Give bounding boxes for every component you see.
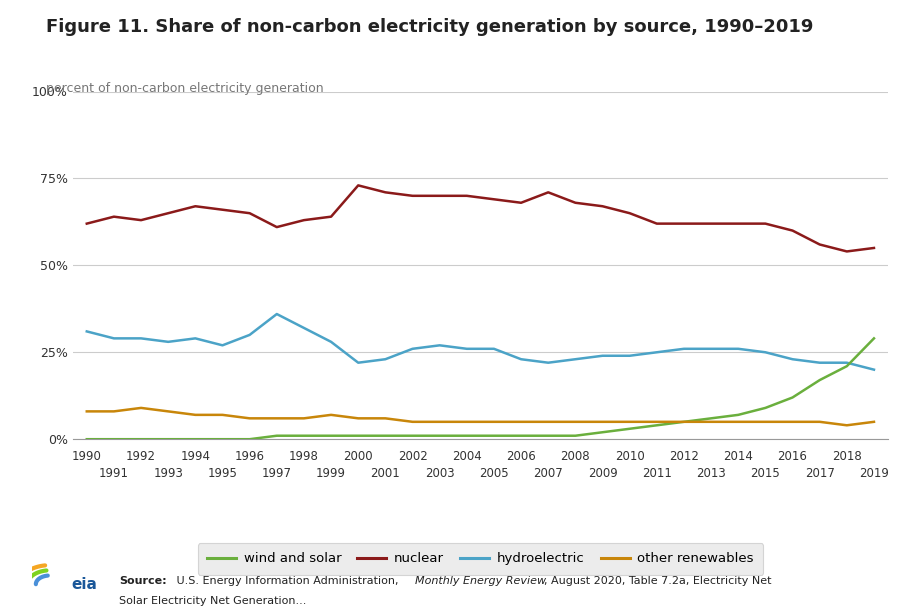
Text: Source:: Source: (119, 576, 167, 586)
Text: 2010: 2010 (615, 450, 644, 464)
Text: 2017: 2017 (805, 467, 834, 480)
Text: , August 2020, Table 7.2a, Electricity Net: , August 2020, Table 7.2a, Electricity N… (544, 576, 771, 586)
Text: 2018: 2018 (832, 450, 862, 464)
Text: 2015: 2015 (750, 467, 780, 480)
Text: 1993: 1993 (154, 467, 183, 480)
Text: percent of non-carbon electricity generation: percent of non-carbon electricity genera… (46, 82, 323, 95)
Text: 2019: 2019 (859, 467, 888, 480)
Text: 2006: 2006 (506, 450, 536, 464)
Text: 2002: 2002 (398, 450, 427, 464)
Text: 2014: 2014 (724, 450, 753, 464)
Text: 1999: 1999 (316, 467, 346, 480)
Text: 1992: 1992 (126, 450, 156, 464)
Text: eia: eia (71, 577, 98, 592)
Text: 1995: 1995 (208, 467, 237, 480)
Text: 2001: 2001 (371, 467, 400, 480)
Text: 2013: 2013 (696, 467, 726, 480)
Text: Solar Electricity Net Generation...: Solar Electricity Net Generation... (119, 596, 307, 606)
Text: 2011: 2011 (642, 467, 672, 480)
Text: 1997: 1997 (262, 467, 292, 480)
Text: 2005: 2005 (479, 467, 509, 480)
Text: 2008: 2008 (561, 450, 590, 464)
Text: 2016: 2016 (778, 450, 807, 464)
Text: 1991: 1991 (99, 467, 129, 480)
Text: 1990: 1990 (72, 450, 102, 464)
Text: 2009: 2009 (587, 467, 618, 480)
Text: 1994: 1994 (180, 450, 210, 464)
Text: 2012: 2012 (669, 450, 699, 464)
Text: Figure 11. Share of non-carbon electricity generation by source, 1990–2019: Figure 11. Share of non-carbon electrici… (46, 18, 813, 37)
Text: 1998: 1998 (289, 450, 318, 464)
Text: Monthly Energy Review: Monthly Energy Review (415, 576, 546, 586)
Text: 2007: 2007 (533, 467, 563, 480)
Text: 1996: 1996 (234, 450, 264, 464)
Legend: wind and solar, nuclear, hydroelectric, other renewables: wind and solar, nuclear, hydroelectric, … (198, 543, 763, 575)
Text: U.S. Energy Information Administration,: U.S. Energy Information Administration, (173, 576, 402, 586)
Text: 2003: 2003 (425, 467, 455, 480)
Text: 2004: 2004 (452, 450, 481, 464)
Text: 2000: 2000 (343, 450, 373, 464)
